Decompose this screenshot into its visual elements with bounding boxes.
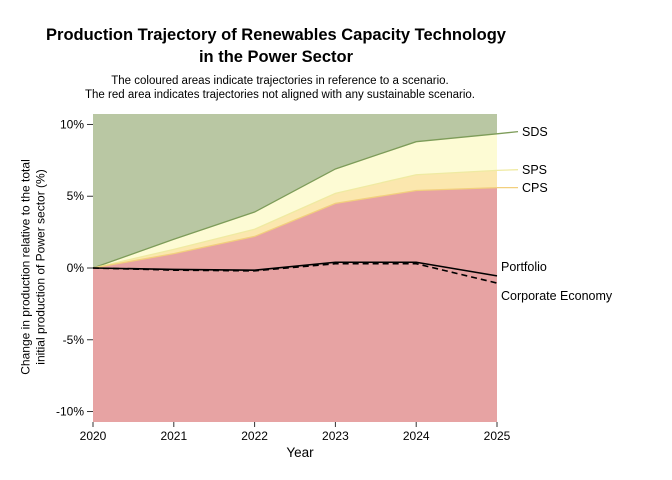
x-tick-label-2021: 2021 — [160, 429, 187, 443]
cps-label: CPS — [522, 181, 548, 195]
y-tick-label-5: 5% — [67, 189, 85, 203]
y-tick-label--10: -10% — [56, 405, 84, 419]
sps-boundary-line — [92, 169, 498, 269]
corporate-economy-label: Corporate Economy — [501, 289, 613, 303]
x-axis-title: Year — [286, 445, 314, 460]
chart-subtitle: The coloured areas indicate trajectories… — [0, 74, 560, 102]
sds-boundary-line — [92, 133, 498, 269]
chart-title: Production Trajectory of Renewables Capa… — [0, 24, 552, 68]
y-axis-title-line-1: Change in production relative to the tot… — [18, 159, 33, 375]
chart-subtitle-line-2: The red area indicates trajectories not … — [85, 89, 475, 101]
sps-label: SPS — [522, 163, 547, 177]
y-axis-title-line-2: initial production of Power sector (%) — [33, 169, 47, 365]
chart-subtitle-line-1: The coloured areas indicate trajectories… — [111, 75, 449, 87]
corporate-economy-line — [92, 262, 498, 284]
sds-connector-line — [496, 131, 519, 135]
not-aligned-zone-area — [93, 187, 497, 422]
sps-zone-area — [93, 133, 497, 268]
x-tick-label-2020: 2020 — [80, 429, 107, 443]
sds-label: SDS — [522, 125, 548, 139]
y-tick-label--5: -5% — [63, 333, 85, 347]
y-tick-label-0: 0% — [67, 261, 85, 275]
y-axis-title: Change in production relative to the tot… — [19, 159, 48, 374]
sds-zone-area — [93, 114, 497, 268]
x-tick-label-2023: 2023 — [322, 429, 349, 443]
x-tick-label-2022: 2022 — [241, 429, 268, 443]
x-tick-label-2025: 2025 — [484, 429, 511, 443]
cps-boundary-line — [92, 186, 498, 269]
chart-title-line-2: in the Power Sector — [198, 48, 354, 66]
portfolio-label: Portfolio — [501, 260, 547, 274]
cps-zone-area — [93, 170, 497, 268]
y-tick-label-10: 10% — [60, 117, 84, 131]
x-tick-label-2024: 2024 — [403, 429, 430, 443]
chart-title-line-1: Production Trajectory of Renewables Capa… — [46, 26, 506, 44]
sps-connector-line — [496, 169, 519, 172]
portfolio-line — [92, 261, 498, 277]
